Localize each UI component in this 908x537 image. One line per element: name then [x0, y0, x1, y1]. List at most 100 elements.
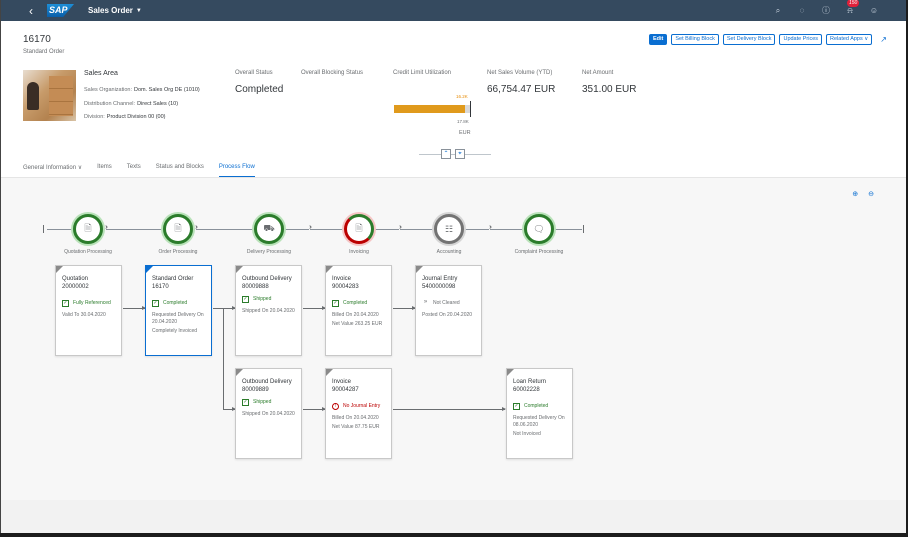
- sales-area-image: [23, 70, 76, 121]
- tab-texts[interactable]: Texts: [126, 164, 141, 170]
- sales-area-title: Sales Area: [84, 70, 118, 77]
- edit-button[interactable]: Edit: [649, 34, 668, 45]
- header-actions: Edit Set Billing Block Set Delivery Bloc…: [649, 34, 887, 45]
- pin-header-button[interactable]: ⌖: [455, 149, 465, 159]
- flow-node-quotation[interactable]: Quotation 20000002 ✓ Fully Referenced Val…: [55, 265, 122, 356]
- node-corner: [416, 266, 423, 273]
- set-billing-block-button[interactable]: Set Billing Block: [671, 34, 719, 45]
- credit-limit-marker: [470, 101, 471, 117]
- object-type: Standard Order: [23, 49, 65, 55]
- flow-node-journal-entry[interactable]: Journal Entry 5400000098 » Not Cleared Po…: [415, 265, 482, 356]
- update-prices-button[interactable]: Update Prices: [779, 34, 823, 45]
- node-detail: Net Value 87.75 EUR: [332, 424, 380, 430]
- overall-status-label: Overall Status: [235, 70, 273, 76]
- node-status: ✓ Shipped: [242, 399, 295, 406]
- node-status-text: No Journal Entry: [343, 403, 381, 409]
- node-status-text: Not Cleared: [433, 300, 460, 306]
- tab-status-and-blocks[interactable]: Status and Blocks: [155, 164, 204, 170]
- flow-connector: [123, 306, 146, 310]
- credit-used-value: 16.2K: [456, 94, 468, 99]
- division-label: Division:: [84, 114, 105, 120]
- node-detail: Posted On 20.04.2020: [422, 312, 473, 318]
- lane-label: Quotation Processing: [64, 249, 112, 255]
- copilot-icon[interactable]: ◌: [799, 6, 805, 15]
- flow-node-invoice-2[interactable]: Invoice 90004287 ! No Journal Entry Bille…: [325, 368, 392, 459]
- flow-connector: [303, 306, 326, 310]
- node-detail: Completely Invoiced: [152, 328, 198, 334]
- node-corner: [56, 266, 63, 273]
- truck-icon: ⛟: [263, 223, 275, 233]
- lane-quotation-processing[interactable]: 🗎: [73, 214, 103, 244]
- node-detail: Billed On 20.04.2020: [332, 312, 379, 318]
- sap-logo[interactable]: SAP: [47, 4, 74, 17]
- node-corner: [326, 266, 333, 273]
- flow-node-invoice-1[interactable]: Invoice 90004283 ✓ Completed Billed On 20…: [325, 265, 392, 356]
- app-title[interactable]: Sales Order: [88, 6, 133, 15]
- node-id: 90004283: [332, 284, 359, 290]
- flow-node-outbound-delivery-1[interactable]: Outbound Delivery 80009888 ✓ Shipped Ship…: [235, 265, 302, 356]
- shell-bar: ‹ SAP Sales Order ▼ ⌕ ◌ ⓘ ⍾ 150 ☺: [1, 0, 906, 21]
- shell-actions: ⌕ ◌ ⓘ ⍾ 150 ☺: [773, 0, 879, 21]
- header-border: [1, 177, 906, 178]
- back-icon[interactable]: ‹: [29, 3, 33, 18]
- help-icon[interactable]: ⓘ: [822, 6, 830, 15]
- node-title: Invoice: [332, 379, 352, 385]
- tab-general-information[interactable]: General Information ∨: [23, 164, 82, 178]
- flow-connector: [213, 306, 236, 310]
- share-icon[interactable]: ↗: [880, 35, 887, 44]
- flow-node-outbound-delivery-2[interactable]: Outbound Delivery 80009889 ✓ Shipped Ship…: [235, 368, 302, 459]
- node-detail: Billed On 20.04.2020: [332, 415, 379, 421]
- node-detail: Shipped On 20.04.2020: [242, 411, 295, 417]
- node-detail: Requested Delivery On 08.06.2020: [513, 415, 565, 428]
- checkbox-icon: ✓: [242, 399, 249, 406]
- flow-connector-branch: [223, 308, 224, 409]
- flow-node-standard-order[interactable]: Standard Order 16170 ✓ Completed Requeste…: [145, 265, 212, 356]
- division-row: Division: Product Division 00 (00): [84, 114, 166, 120]
- page-footer: [1, 500, 906, 533]
- lane-start-marker: [43, 225, 44, 233]
- chevron-down-icon[interactable]: ▼: [135, 7, 142, 14]
- tab-items[interactable]: Items: [97, 164, 112, 170]
- tab-process-flow[interactable]: Process Flow: [218, 164, 255, 178]
- error-icon: !: [332, 403, 339, 410]
- node-id: 60002228: [513, 387, 540, 393]
- blocking-status-label: Overall Blocking Status: [301, 70, 364, 76]
- node-corner: [326, 369, 333, 376]
- lane-order-processing[interactable]: 🗎: [163, 214, 193, 244]
- chevron-icon: ›››: [105, 224, 108, 231]
- node-status-text: Shipped: [253, 399, 272, 405]
- node-title: Invoice: [332, 276, 352, 282]
- node-title: Loan Return: [513, 379, 547, 385]
- overall-status-value: Completed: [235, 84, 284, 95]
- node-status: ✓ Completed: [152, 300, 205, 307]
- set-delivery-block-button[interactable]: Set Delivery Block: [722, 34, 776, 45]
- node-detail: Shipped On 20.04.2020: [242, 308, 295, 314]
- node-detail: Net Value 263.25 EUR: [332, 321, 383, 327]
- node-status: ✓ Shipped: [242, 296, 295, 303]
- lane-label: Accounting: [436, 249, 462, 255]
- node-detail: Valid To 30.04.2020: [62, 312, 106, 318]
- search-icon[interactable]: ⌕: [775, 5, 781, 15]
- sales-org-label: Sales Organization:: [84, 87, 132, 93]
- node-title: Quotation: [62, 276, 89, 282]
- tab-label: General Information: [23, 165, 77, 171]
- node-corner: [236, 369, 243, 376]
- zoom-in-icon[interactable]: ⊕: [852, 191, 859, 198]
- collapse-header-button[interactable]: ⌃: [441, 149, 451, 159]
- lane-complaint-processing[interactable]: 🗨: [524, 214, 554, 244]
- node-status: ! No Journal Entry: [332, 403, 385, 410]
- lane-accounting[interactable]: ☷: [434, 214, 464, 244]
- lane-label: Invoicing: [349, 249, 369, 255]
- credit-bar: [394, 105, 470, 113]
- node-corner: [507, 369, 514, 376]
- checkbox-icon: ✓: [513, 403, 520, 410]
- lane-delivery-processing[interactable]: ⛟: [254, 214, 284, 244]
- flow-node-loan-return[interactable]: Loan Return 60002228 ✓ Completed Requeste…: [506, 368, 573, 459]
- zoom-out-icon[interactable]: ⊖: [868, 191, 874, 198]
- bell-icon[interactable]: ⍾ 150: [847, 0, 860, 15]
- user-icon[interactable]: ☺: [869, 6, 879, 15]
- lane-invoicing[interactable]: 🗎: [344, 214, 374, 244]
- object-header: 16170 Standard Order Edit Set Billing Bl…: [1, 21, 906, 178]
- node-status-text: Completed: [163, 300, 188, 306]
- related-apps-button[interactable]: Related Apps ∨: [826, 34, 873, 45]
